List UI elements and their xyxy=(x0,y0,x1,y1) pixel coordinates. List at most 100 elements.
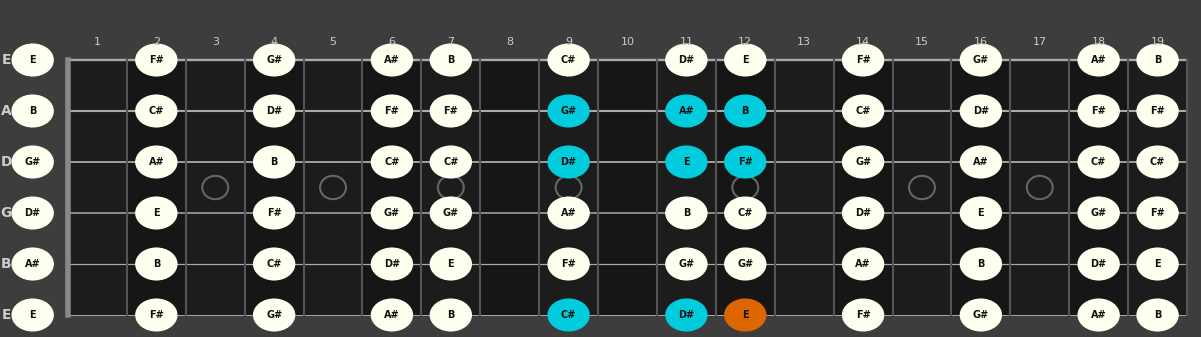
Text: G#: G# xyxy=(267,55,282,65)
Text: G#: G# xyxy=(973,55,988,65)
Ellipse shape xyxy=(430,146,472,179)
Ellipse shape xyxy=(842,146,884,179)
Bar xyxy=(363,60,422,315)
Ellipse shape xyxy=(724,146,766,179)
Ellipse shape xyxy=(430,94,472,127)
Text: A#: A# xyxy=(679,106,694,116)
Ellipse shape xyxy=(1077,299,1119,332)
Ellipse shape xyxy=(430,43,472,76)
Ellipse shape xyxy=(12,94,54,127)
Ellipse shape xyxy=(430,196,472,229)
Text: F#: F# xyxy=(1151,106,1165,116)
Ellipse shape xyxy=(136,146,178,179)
Text: C#: C# xyxy=(443,157,459,167)
Text: F#: F# xyxy=(384,106,399,116)
Text: 10: 10 xyxy=(621,37,634,47)
Text: A#: A# xyxy=(25,259,41,269)
Ellipse shape xyxy=(12,43,54,76)
Bar xyxy=(716,60,775,315)
Text: D: D xyxy=(0,155,12,169)
Text: 13: 13 xyxy=(797,37,811,47)
Ellipse shape xyxy=(665,247,707,280)
Text: E: E xyxy=(448,259,454,269)
Ellipse shape xyxy=(665,43,707,76)
Text: C#: C# xyxy=(1149,157,1165,167)
Text: G#: G# xyxy=(973,310,988,320)
Text: E: E xyxy=(153,208,160,218)
Ellipse shape xyxy=(724,196,766,229)
Bar xyxy=(951,60,1010,315)
Text: B: B xyxy=(682,208,691,218)
Ellipse shape xyxy=(665,196,707,229)
Text: A#: A# xyxy=(561,208,576,218)
Text: 14: 14 xyxy=(856,37,871,47)
Ellipse shape xyxy=(842,94,884,127)
Text: B: B xyxy=(1154,55,1161,65)
Text: C#: C# xyxy=(737,208,753,218)
Ellipse shape xyxy=(724,247,766,280)
Text: G#: G# xyxy=(267,310,282,320)
Text: F#: F# xyxy=(443,106,459,116)
Ellipse shape xyxy=(842,299,884,332)
Text: G#: G# xyxy=(1091,208,1106,218)
Text: G#: G# xyxy=(561,106,576,116)
Text: B: B xyxy=(447,310,454,320)
Text: 5: 5 xyxy=(329,37,336,47)
Text: 11: 11 xyxy=(680,37,693,47)
Ellipse shape xyxy=(371,43,413,76)
Text: 15: 15 xyxy=(915,37,930,47)
Text: B: B xyxy=(29,106,36,116)
Text: G#: G# xyxy=(24,157,41,167)
Text: 1: 1 xyxy=(94,37,101,47)
Text: D#: D# xyxy=(679,55,694,65)
Bar xyxy=(245,60,304,315)
Text: G#: G# xyxy=(679,259,694,269)
Ellipse shape xyxy=(371,94,413,127)
Ellipse shape xyxy=(548,43,590,76)
Text: D#: D# xyxy=(24,208,41,218)
Bar xyxy=(68,60,1187,315)
Text: C#: C# xyxy=(561,310,576,320)
Ellipse shape xyxy=(842,247,884,280)
Text: A: A xyxy=(1,104,12,118)
Ellipse shape xyxy=(12,247,54,280)
Text: B: B xyxy=(1,257,12,271)
Ellipse shape xyxy=(371,247,413,280)
Text: C#: C# xyxy=(384,157,400,167)
Ellipse shape xyxy=(842,43,884,76)
Ellipse shape xyxy=(960,43,1002,76)
Text: B: B xyxy=(270,157,277,167)
Text: C#: C# xyxy=(267,259,282,269)
Text: 4: 4 xyxy=(270,37,277,47)
Text: C#: C# xyxy=(149,106,165,116)
Ellipse shape xyxy=(548,94,590,127)
Ellipse shape xyxy=(724,43,766,76)
Text: B: B xyxy=(978,259,985,269)
Ellipse shape xyxy=(1136,43,1178,76)
Text: F#: F# xyxy=(855,55,871,65)
Text: 7: 7 xyxy=(447,37,454,47)
Text: E: E xyxy=(29,55,36,65)
Text: F#: F# xyxy=(149,310,163,320)
Text: A#: A# xyxy=(1091,55,1106,65)
Text: 9: 9 xyxy=(564,37,572,47)
Ellipse shape xyxy=(665,299,707,332)
Ellipse shape xyxy=(253,43,295,76)
Ellipse shape xyxy=(371,196,413,229)
Bar xyxy=(127,60,186,315)
Ellipse shape xyxy=(253,196,295,229)
Ellipse shape xyxy=(548,146,590,179)
Ellipse shape xyxy=(253,247,295,280)
Text: 8: 8 xyxy=(506,37,513,47)
Text: F#: F# xyxy=(855,310,871,320)
Bar xyxy=(598,60,657,315)
Ellipse shape xyxy=(371,299,413,332)
Text: 2: 2 xyxy=(153,37,160,47)
Ellipse shape xyxy=(548,299,590,332)
Ellipse shape xyxy=(665,94,707,127)
Text: C#: C# xyxy=(1091,157,1106,167)
Bar xyxy=(1069,60,1128,315)
Ellipse shape xyxy=(1077,247,1119,280)
Text: A#: A# xyxy=(973,157,988,167)
Text: D#: D# xyxy=(679,310,694,320)
